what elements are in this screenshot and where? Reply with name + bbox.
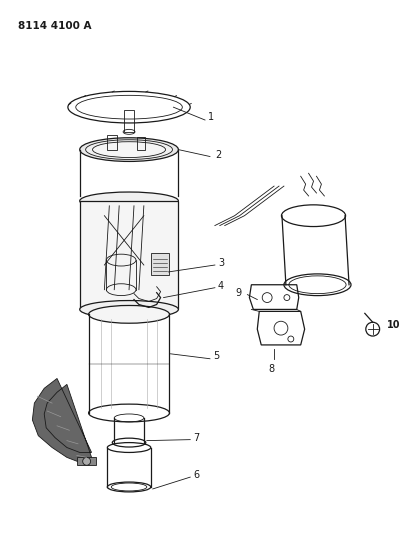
Bar	[124, 110, 134, 132]
Bar	[107, 135, 117, 150]
Text: 6: 6	[193, 470, 199, 480]
Bar	[137, 137, 145, 150]
Text: 9: 9	[236, 288, 242, 297]
Bar	[77, 457, 97, 465]
Ellipse shape	[89, 305, 169, 323]
Polygon shape	[32, 378, 92, 462]
Text: 8: 8	[268, 364, 274, 374]
Bar	[80, 201, 178, 310]
Text: 7: 7	[193, 433, 199, 442]
Ellipse shape	[80, 138, 178, 161]
Ellipse shape	[80, 192, 178, 210]
Bar	[151, 253, 169, 275]
Ellipse shape	[92, 142, 166, 157]
Circle shape	[83, 457, 90, 465]
Text: 2: 2	[215, 150, 221, 159]
Text: 5: 5	[213, 351, 219, 361]
Text: 8114 4100 A: 8114 4100 A	[18, 21, 91, 31]
Ellipse shape	[85, 140, 173, 159]
Text: 3: 3	[218, 258, 224, 268]
Text: 4: 4	[218, 281, 224, 290]
Ellipse shape	[80, 301, 178, 318]
Text: 1: 1	[208, 112, 214, 122]
Text: 10: 10	[386, 320, 400, 330]
